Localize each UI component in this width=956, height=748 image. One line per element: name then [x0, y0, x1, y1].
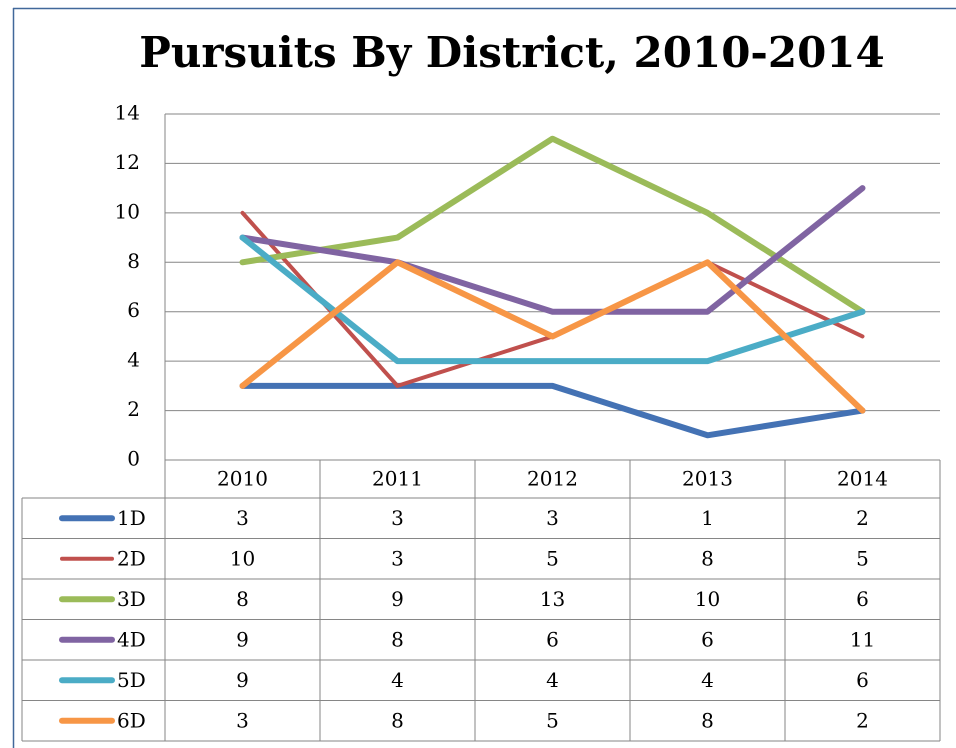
- table-cell: 5: [856, 546, 869, 570]
- table-cell: 2: [856, 506, 869, 530]
- y-tick-label: 8: [127, 249, 140, 273]
- table-cell: 2: [856, 708, 869, 732]
- table-cell: 6: [701, 627, 714, 651]
- table-cell: 6: [546, 627, 559, 651]
- x-tick-label: 2013: [682, 467, 733, 491]
- series-line: [239, 259, 866, 414]
- table-cell: 9: [236, 668, 249, 692]
- series-line: [239, 382, 866, 439]
- table-cell: 3: [546, 506, 559, 530]
- chart-title: Pursuits By District, 2010-2014: [139, 28, 885, 77]
- x-tick-label: 2010: [217, 467, 268, 491]
- legend-label: 4D: [117, 627, 146, 651]
- x-tick-label: 2012: [527, 467, 578, 491]
- legend-label: 2D: [117, 546, 146, 570]
- table-cell: 8: [391, 627, 404, 651]
- table-cell: 4: [701, 668, 714, 692]
- table-cell: 8: [391, 708, 404, 732]
- legend-label: 5D: [117, 668, 146, 692]
- table-cell: 9: [391, 587, 404, 611]
- y-tick-label: 0: [127, 447, 140, 471]
- table-cell: 1: [701, 506, 714, 530]
- legend-label: 3D: [117, 587, 146, 611]
- series-line: [239, 185, 866, 315]
- y-tick-label: 2: [127, 397, 140, 421]
- table-cell: 11: [850, 627, 875, 651]
- table-cell: 6: [856, 668, 869, 692]
- x-tick-label: 2014: [837, 467, 888, 491]
- table-cell: 8: [701, 708, 714, 732]
- table-cell: 5: [546, 546, 559, 570]
- table-cell: 3: [391, 546, 404, 570]
- y-tick-label: 4: [127, 348, 140, 372]
- y-tick-label: 6: [127, 298, 140, 322]
- table-cell: 10: [230, 546, 255, 570]
- table-cell: 10: [695, 587, 720, 611]
- y-tick-label: 10: [115, 199, 140, 223]
- table-cell: 9: [236, 627, 249, 651]
- table-cell: 13: [540, 587, 565, 611]
- table-cell: 4: [546, 668, 559, 692]
- table-cell: 5: [546, 708, 559, 732]
- x-tick-label: 2011: [372, 467, 423, 491]
- series-line: [239, 234, 866, 365]
- series-line: [239, 135, 866, 315]
- y-tick-label: 14: [115, 101, 140, 125]
- y-tick-label: 12: [115, 150, 140, 174]
- table-cell: 4: [391, 668, 404, 692]
- table-cell: 3: [236, 506, 249, 530]
- table-cell: 3: [391, 506, 404, 530]
- table-cell: 8: [701, 546, 714, 570]
- table-cell: 3: [236, 708, 249, 732]
- table-cell: 8: [236, 587, 249, 611]
- table-cell: 6: [856, 587, 869, 611]
- legend-label: 6D: [117, 708, 146, 732]
- legend-label: 1D: [117, 506, 146, 530]
